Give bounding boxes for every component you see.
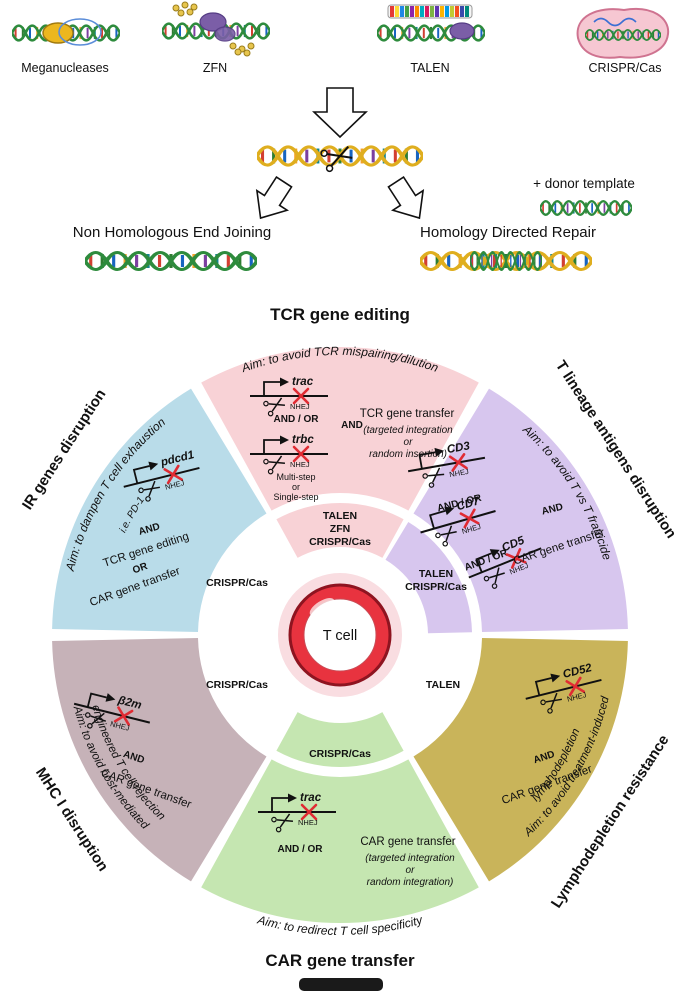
- nhej-label: NHEJ: [298, 818, 318, 827]
- zinc-fingers-icon: [172, 1, 255, 57]
- and-or-label: AND / OR: [278, 844, 324, 855]
- sector-t-lineage-antigens: [413, 388, 628, 632]
- grna-icon: [593, 17, 637, 27]
- and-label: AND: [341, 420, 363, 431]
- footer-badge: [299, 978, 383, 991]
- crispr-cas-label: CRISPR/Cas: [589, 61, 662, 75]
- mhc-tool-crispr: CRISPR/Cas: [206, 679, 268, 691]
- arrow-to-nhej-icon: [255, 175, 293, 220]
- lympho-tool-talen: TALEN: [426, 679, 460, 691]
- technology-row: Meganucleases ZFN TALEN: [12, 1, 670, 75]
- car-note-line1: (targeted integration: [365, 853, 455, 864]
- tcr-sector-title: TCR gene editing: [270, 305, 410, 324]
- down-arrow-icon: [312, 87, 368, 139]
- and-or-label: AND / OR: [274, 414, 320, 425]
- cd3-disruption-schematic: CD3 NHEJ: [403, 438, 490, 493]
- tcr-note-line2: or: [404, 437, 414, 448]
- zfn-protein-icon: [199, 12, 236, 42]
- trac-disruption-schematic: trac NHEJ: [248, 376, 330, 418]
- sector-lymphodepletion: [413, 638, 628, 882]
- steps-line2: or: [292, 482, 300, 492]
- donor-template-label: + donor template: [533, 176, 635, 191]
- or-label: OR: [131, 561, 149, 577]
- target-site-circle-icon: [58, 18, 102, 46]
- sector-car-gene-transfer: [201, 759, 479, 924]
- scissors-icon: [320, 145, 353, 173]
- hdr-inserted-segment-icon: [470, 251, 542, 271]
- arrow-to-hdr-icon: [387, 175, 425, 220]
- meganucleases-label: Meganucleases: [21, 61, 109, 75]
- donor-template-helix-icon: [540, 199, 632, 217]
- cas9-blob-icon: [576, 7, 670, 59]
- lineage-tool-talen: TALEN: [419, 568, 453, 580]
- wedge-car-tools: [276, 712, 404, 768]
- gene-label: trac: [300, 792, 322, 804]
- tcr-note-line3: random insertion): [369, 449, 447, 460]
- zfn-label: ZFN: [203, 61, 227, 75]
- trbc-disruption-schematic: trbc NHEJ: [248, 434, 330, 476]
- nhej-label: NHEJ: [290, 402, 310, 411]
- car-transfer-label: CAR gene transfer: [360, 836, 455, 848]
- sector-ir-genes-disruption: [52, 388, 267, 632]
- car-note-line3: random integration): [367, 877, 454, 888]
- nhej-title: Non Homologous End Joining: [73, 224, 271, 241]
- cell-highlight: [309, 598, 335, 616]
- talen-label: TALEN: [410, 61, 449, 75]
- trac-disruption-schematic: trac NHEJ: [256, 792, 338, 834]
- car-sector-title: CAR gene transfer: [265, 951, 415, 970]
- wedge-lineage-tools: [385, 522, 472, 634]
- lineage-tool-crispr: CRISPR/Cas: [405, 581, 467, 593]
- nhej-label: NHEJ: [449, 467, 470, 479]
- tcr-note-line1: (targeted integration: [363, 425, 453, 436]
- cell-interior: [303, 598, 377, 672]
- gene-label: trbc: [292, 434, 314, 446]
- t-cell-center: T cell: [278, 573, 402, 697]
- gene-label: β2m: [116, 694, 143, 712]
- tcr-tool-talen: TALEN: [323, 510, 357, 522]
- meganuclease-icon: [42, 22, 74, 44]
- tcr-tool-crispr: CRISPR/Cas: [309, 536, 371, 548]
- sector-mhc-i-disruption: [52, 638, 267, 882]
- steps-line1: Multi-step: [276, 472, 315, 482]
- wedge-tcr-tools: [276, 502, 404, 558]
- ir-tool-crispr: CRISPR/Cas: [206, 577, 268, 589]
- foki-domain-icon: [449, 22, 475, 40]
- steps-line3: Single-step: [273, 492, 318, 502]
- car-note-line2: or: [406, 865, 416, 876]
- gene-label: trac: [292, 376, 314, 388]
- tcr-tool-zfn: ZFN: [330, 523, 350, 535]
- and-label: AND: [541, 502, 565, 518]
- tale-array-icon: [387, 4, 473, 19]
- gene-label: CD3: [446, 440, 471, 456]
- tcr-transfer-label: TCR gene transfer: [360, 408, 455, 420]
- nhej-product-helix-icon: [85, 253, 257, 270]
- hdr-title: Homology Directed Repair: [420, 224, 596, 241]
- nhej-label: NHEJ: [290, 460, 310, 469]
- t-cell-label: T cell: [323, 628, 357, 644]
- car-tool-crispr: CRISPR/Cas: [309, 748, 371, 760]
